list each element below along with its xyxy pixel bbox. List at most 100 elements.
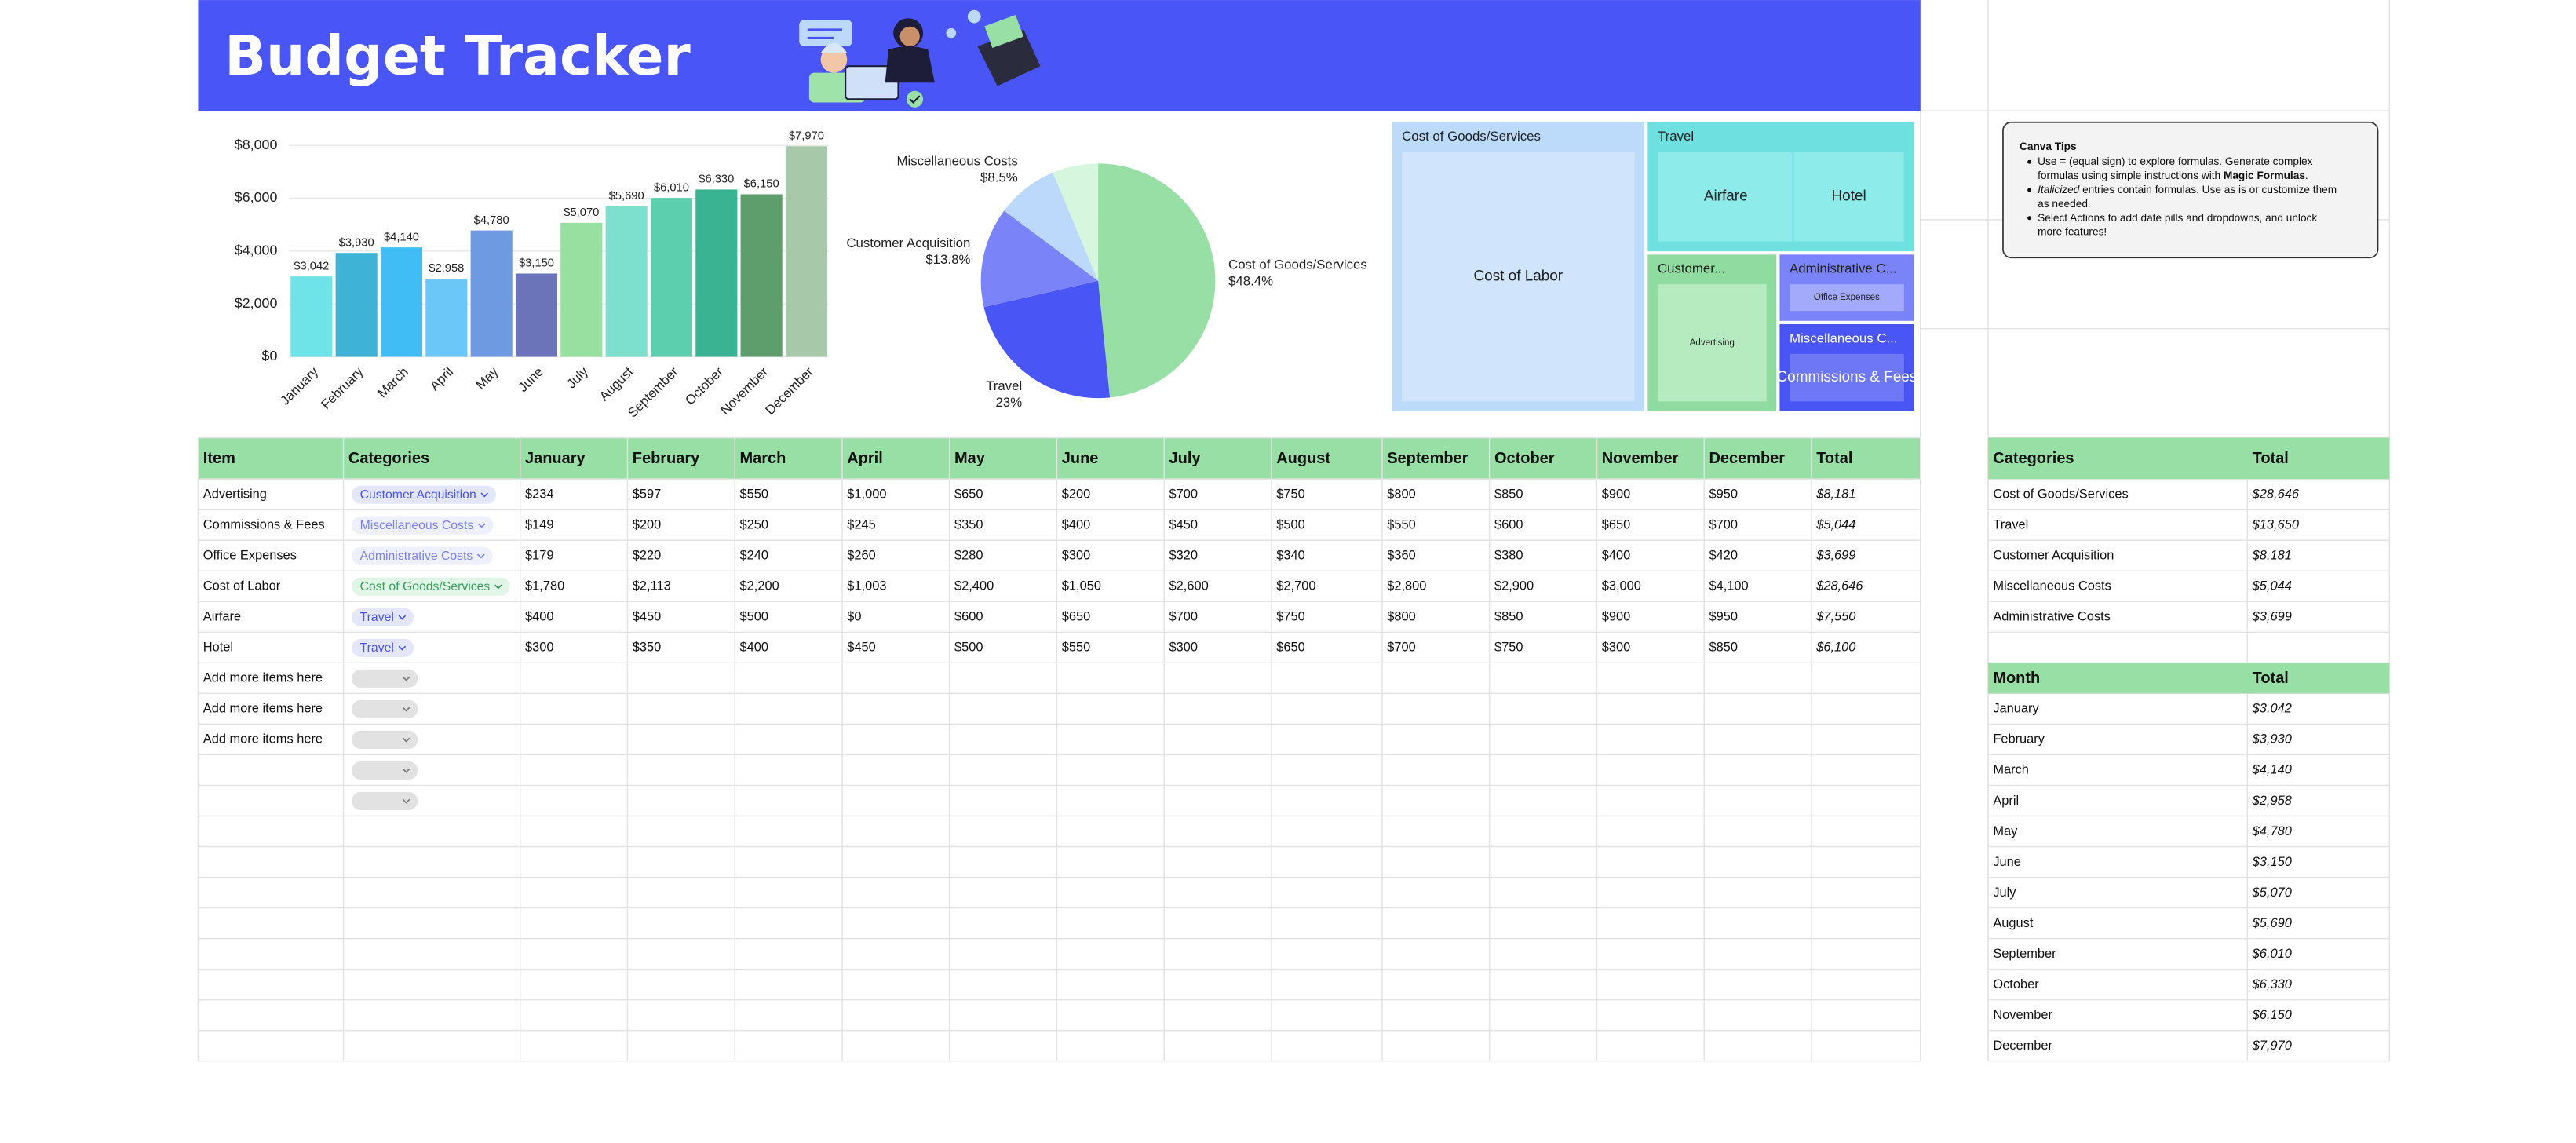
amount: $4,100 [1709, 579, 1748, 593]
amount: $420 [1709, 549, 1738, 563]
summary-total: $4,140 [2252, 763, 2292, 777]
bar [335, 253, 378, 357]
column-header: January [525, 450, 586, 467]
category-pill[interactable] [352, 699, 418, 718]
pie-label: Cost of Goods/Services [1228, 257, 1367, 272]
pie-value-label: 23% [996, 395, 1023, 410]
amount: $1,050 [1062, 579, 1101, 593]
bar-value-label: $3,042 [294, 260, 329, 272]
summary-total: $3,150 [2252, 855, 2292, 869]
item-name: Hotel [203, 641, 233, 655]
amount: $2,900 [1494, 579, 1534, 593]
treemap-leaf [1793, 152, 1904, 242]
amount: $220 [633, 549, 662, 563]
amount: $600 [1494, 518, 1523, 532]
tips-text: Select Actions to add date pills and dro… [2038, 211, 2317, 223]
treemap-leaf-label: Office Expenses [1814, 293, 1880, 302]
summary-total: $5,070 [2252, 886, 2292, 900]
amount: $179 [525, 549, 554, 563]
summary-total: $8,181 [2252, 549, 2292, 563]
page-title: Budget Tracker [224, 25, 691, 88]
tips-title: Canva Tips [2020, 141, 2077, 152]
item-name: Airfare [203, 610, 241, 624]
pill-label: Travel [360, 611, 394, 624]
summary-total: $7,970 [2252, 1039, 2292, 1053]
tips-line: more features! [2038, 225, 2107, 237]
treemap-leaf [1402, 152, 1635, 402]
category-pill[interactable] [352, 669, 418, 688]
bar-value-label: $6,330 [699, 173, 734, 186]
category-pill[interactable] [352, 485, 496, 504]
placeholder-item: Add more items here [203, 732, 323, 747]
tips-text: Italicized [2038, 184, 2080, 195]
bar-value-label: $4,140 [384, 231, 419, 243]
pill-chevron [402, 707, 410, 712]
amount: $550 [740, 487, 769, 501]
column-header: Item [203, 450, 235, 467]
header-row [1988, 663, 2390, 694]
amount: $500 [740, 610, 769, 624]
tables: Item Categories January February March April M… [197, 436, 2391, 1062]
summary-name: June [1993, 855, 2021, 869]
amount: $149 [525, 518, 554, 532]
category-pill[interactable] [352, 761, 418, 780]
treemap-leaf [1657, 152, 1793, 242]
amount: $650 [1062, 610, 1091, 624]
category-pill[interactable] [352, 791, 418, 811]
summary-name: November [1993, 1008, 2052, 1022]
summary-name: August [1993, 916, 2034, 930]
amount: $600 [954, 610, 983, 624]
amount: $850 [1494, 610, 1523, 624]
summary-name: Miscellaneous Costs [1993, 579, 2111, 593]
amount: $280 [954, 549, 983, 563]
bar-value-label: $3,150 [519, 257, 554, 270]
amount: $750 [1276, 487, 1305, 501]
y-tick-label: $4,000 [235, 243, 278, 258]
category-pill[interactable] [352, 608, 414, 626]
tips-line: Select Actions to add date pills and dro… [2038, 211, 2317, 223]
amount: $650 [1602, 518, 1631, 532]
amount: $1,000 [847, 487, 886, 501]
amount: $300 [1169, 641, 1199, 655]
category-pill[interactable] [352, 546, 493, 565]
pill-chevron [402, 798, 410, 804]
treemap-group-label: Miscellaneous C... [1790, 330, 1898, 345]
category-pill[interactable] [352, 638, 414, 657]
pill-label: Travel [360, 641, 394, 655]
item-name: Office Expenses [203, 549, 297, 563]
bullet [2027, 188, 2032, 192]
pill-chevron [402, 768, 410, 773]
column-header: August [1276, 450, 1330, 467]
column-header: December [1709, 450, 1785, 467]
tips-text: . [2305, 170, 2308, 181]
bar [605, 206, 648, 357]
summary-total: $6,330 [2252, 977, 2292, 991]
amount: $200 [633, 518, 662, 532]
amount: $450 [1169, 518, 1199, 532]
amount: $300 [525, 641, 554, 655]
pill-chevron [477, 553, 485, 559]
amount: $5,044 [1815, 518, 1855, 532]
bar [515, 273, 558, 357]
treemap-leaf [1657, 284, 1767, 402]
summary-total: $3,930 [2252, 732, 2292, 747]
category-pill[interactable] [352, 516, 494, 535]
summary-name: July [1993, 886, 2016, 900]
tips-text: Use [2038, 155, 2060, 167]
treemap-leaf [1790, 353, 1904, 402]
treemap-leaf-label: Advertising [1690, 338, 1735, 348]
summary-total: $3,042 [2252, 702, 2292, 716]
category-pill[interactable] [352, 730, 418, 749]
amount: $260 [847, 549, 876, 563]
tips-box: Canva Tips Use = (equal sign) to explore … [2002, 121, 2379, 259]
amount: $700 [1709, 518, 1738, 532]
column-header: Total [1816, 450, 1852, 467]
bar [560, 222, 603, 357]
pill-chevron [477, 523, 486, 528]
header-row [1988, 437, 2390, 480]
amount: $250 [740, 518, 769, 532]
pie-slice [1098, 163, 1216, 398]
amount: $234 [525, 487, 554, 501]
column-header: Total [2253, 670, 2289, 687]
category-pill[interactable] [352, 577, 510, 596]
